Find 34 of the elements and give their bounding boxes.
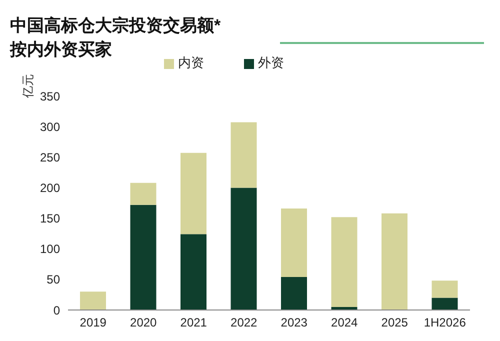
chart-title: 中国高标仓大宗投资交易额* bbox=[10, 15, 221, 37]
y-tick-label: 0 bbox=[53, 303, 60, 318]
x-tick-label: 2022 bbox=[230, 316, 258, 330]
y-tick-label: 150 bbox=[40, 212, 60, 226]
x-tick-label: 2023 bbox=[280, 316, 308, 330]
y-tick-label: 200 bbox=[40, 180, 60, 195]
y-tick-label: 300 bbox=[40, 120, 60, 134]
x-tick-label: 2020 bbox=[130, 316, 158, 330]
bar bbox=[130, 204, 156, 310]
chart-subtitle: 按内外资买家 bbox=[10, 40, 112, 59]
y-tick-label: 50 bbox=[46, 272, 60, 287]
y-tick-label: 250 bbox=[40, 150, 60, 164]
y-axis-title: 亿元 bbox=[20, 74, 36, 98]
bar bbox=[382, 213, 408, 310]
x-tick-label: 2021 bbox=[180, 316, 208, 330]
bar bbox=[180, 234, 206, 310]
bar bbox=[331, 217, 358, 307]
bar bbox=[130, 182, 156, 205]
x-tick-label: 2025 bbox=[381, 316, 408, 330]
bar bbox=[230, 188, 257, 310]
bar bbox=[281, 276, 307, 310]
x-tick-label: 2019 bbox=[80, 316, 107, 330]
x-tick-label: 2024 bbox=[331, 316, 358, 330]
bar bbox=[80, 292, 106, 310]
legend-label: 内资 bbox=[178, 55, 204, 70]
legend-label: 外资 bbox=[258, 55, 284, 70]
bar bbox=[432, 298, 458, 310]
bar bbox=[281, 208, 307, 277]
bar bbox=[230, 122, 257, 188]
y-tick-label: 100 bbox=[40, 242, 60, 256]
x-tick-label: 1H2026 bbox=[424, 316, 466, 330]
bar bbox=[180, 152, 206, 234]
bar bbox=[432, 280, 458, 298]
y-tick-label: 350 bbox=[40, 89, 60, 104]
